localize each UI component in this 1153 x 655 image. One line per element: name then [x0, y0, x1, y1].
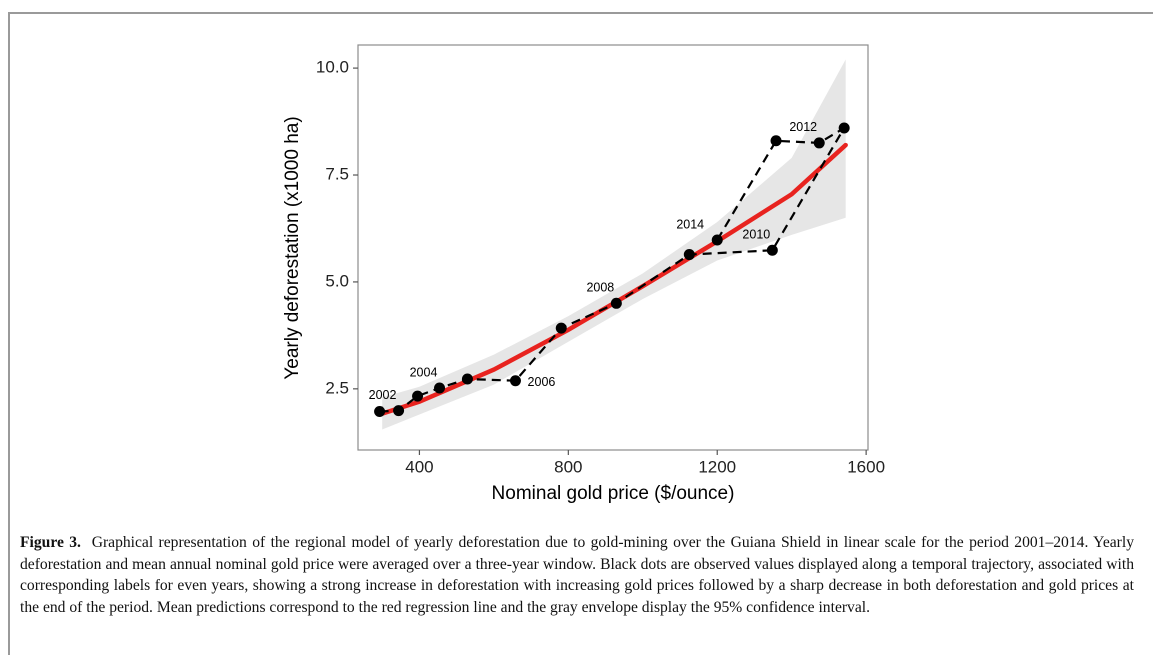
data-point	[711, 234, 723, 246]
data-point	[434, 382, 446, 394]
x-axis-title: Nominal gold price ($/ounce)	[492, 483, 735, 504]
data-point	[770, 135, 782, 147]
confidence-band	[382, 59, 846, 430]
trajectory-line	[379, 127, 846, 413]
data-point	[374, 406, 386, 418]
data-point	[766, 244, 778, 256]
y-tick-label: 2.5	[325, 378, 349, 397]
panel-border	[357, 44, 869, 451]
data-point	[683, 249, 695, 261]
point-label: 2010	[742, 228, 770, 242]
figure-frame	[8, 12, 1153, 655]
x-tick-label: 800	[554, 457, 582, 476]
data-point	[509, 375, 521, 387]
y-axis-title: Yearly deforestation (x1000 ha)	[282, 116, 303, 379]
y-tick-label: 5.0	[325, 271, 349, 290]
data-point	[838, 122, 850, 134]
caption: Figure 3. Graphical representation of th…	[20, 532, 1134, 618]
point-label: 2008	[586, 281, 614, 295]
x-tick-label: 400	[405, 457, 433, 476]
point-label: 2006	[528, 375, 556, 389]
data-point	[813, 137, 825, 149]
point-label: 2004	[410, 365, 438, 379]
y-tick-label: 7.5	[325, 164, 349, 183]
data-point	[555, 322, 567, 334]
data-point	[610, 297, 622, 309]
x-tick-label: 1600	[847, 457, 885, 476]
caption-label: Figure 3.	[20, 534, 81, 551]
caption-text: Graphical representation of the regional…	[20, 534, 1134, 616]
data-point	[393, 405, 405, 417]
y-tick-label: 10.0	[316, 58, 349, 77]
point-label: 2014	[676, 217, 704, 231]
x-tick-label: 1200	[698, 457, 736, 476]
point-label: 2012	[789, 120, 817, 134]
data-point	[461, 373, 473, 385]
data-point	[412, 390, 424, 402]
point-label: 2002	[369, 388, 397, 402]
chart: Nominal gold price ($/ounce) Yearly defo…	[282, 44, 885, 504]
